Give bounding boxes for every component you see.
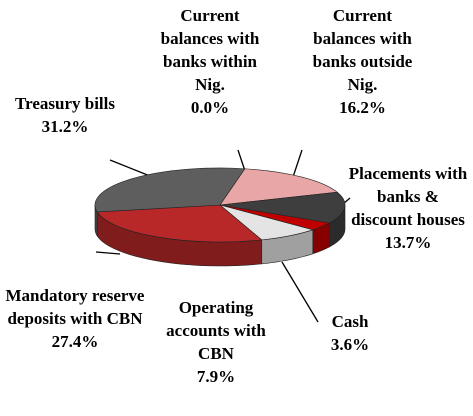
category-label: Treasury bills: [15, 94, 115, 113]
slice: [96, 204, 263, 243]
slice-label: Mandatory reserve deposits with CBN 27.4%: [5, 284, 145, 353]
value-label: 0.0%: [190, 98, 230, 117]
leader-line: [95, 251, 121, 255]
slice: [219, 168, 339, 206]
category-label: Current balances with banks within Nig.: [160, 6, 260, 94]
slice-label: Current balances with banks outside Nig.…: [300, 4, 425, 119]
category-label: Operating accounts with CBN: [166, 298, 266, 363]
slice-label: Cash 3.6%: [320, 310, 380, 356]
category-label: Placements with banks & discount houses: [348, 164, 468, 229]
category-label: Mandatory reserve deposits with CBN: [5, 286, 145, 328]
value-label: 27.4%: [51, 332, 99, 351]
value-label: 31.2%: [41, 117, 89, 136]
slice-label: Placements with banks & discount houses 1…: [346, 162, 470, 254]
slice-label: Current balances with banks within Nig. 0…: [155, 4, 265, 119]
value-label: 16.2%: [339, 98, 386, 117]
value-label: 3.6%: [330, 335, 370, 354]
leader-lines: [95, 149, 351, 323]
category-label: Current balances with banks outside Nig.: [312, 6, 413, 94]
slice: [94, 167, 246, 213]
slice-label: Operating accounts with CBN 7.9%: [160, 296, 272, 388]
category-label: Cash: [331, 312, 369, 331]
slice: [219, 191, 346, 224]
leader-line: [109, 159, 151, 177]
slice-label: Treasury bills 31.2%: [15, 92, 115, 138]
value-label: 7.9%: [196, 367, 236, 386]
leader-line: [281, 261, 319, 323]
value-label: 13.7%: [384, 233, 432, 252]
